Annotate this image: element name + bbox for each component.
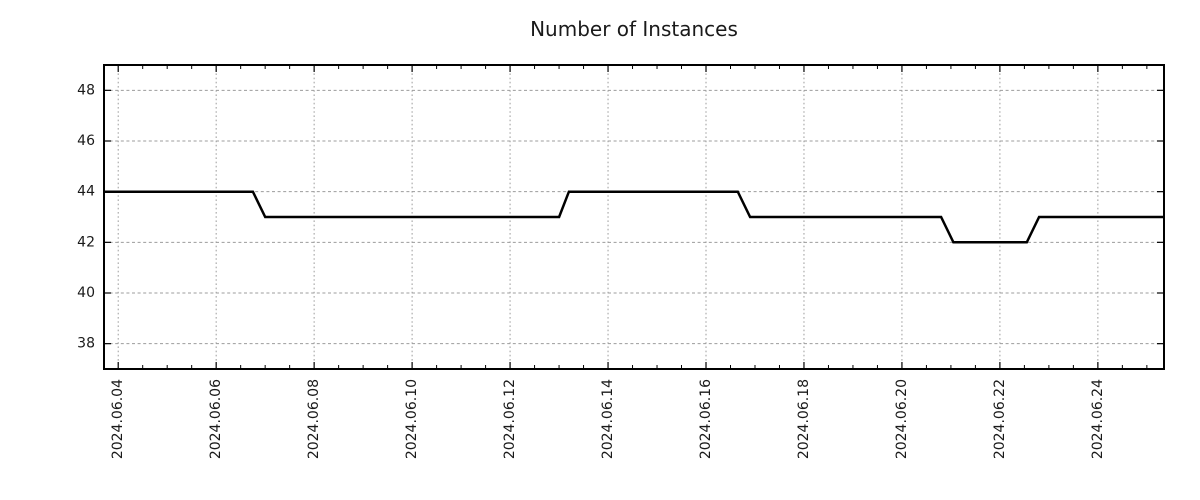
- series-layer: [104, 190, 1164, 244]
- x-tick-labels: 2024.06.04 2024.06.06 2024.06.08 2024.06.10…: [110, 379, 1106, 459]
- x-tick-label: 2024.06.24: [1090, 379, 1106, 459]
- plot-border: [103, 64, 1165, 370]
- x-tick-label: 2024.06.10: [404, 379, 420, 459]
- x-tick-label: 2024.06.18: [796, 379, 812, 459]
- y-tick-label: 40: [77, 285, 95, 301]
- x-tick-label: 2024.06.04: [110, 379, 126, 459]
- x-tick-label: 2024.06.06: [208, 379, 224, 459]
- x-tick-label: 2024.06.22: [992, 379, 1008, 459]
- x-tick-label: 2024.06.16: [698, 379, 714, 459]
- y-tick-label: 46: [77, 133, 95, 149]
- x-tick-label: 2024.06.08: [306, 379, 322, 459]
- x-tick-label: 2024.06.20: [894, 379, 910, 459]
- y-tick-label: 38: [77, 336, 95, 352]
- y-tick-labels: 38 40 42 44 46 48: [77, 82, 95, 351]
- grid-layer: [104, 65, 1164, 369]
- y-tick-label: 42: [77, 234, 95, 250]
- chart-title: Number of Instances: [530, 17, 738, 41]
- y-tick-label: 48: [77, 82, 95, 98]
- x-tick-label: 2024.06.12: [502, 379, 518, 459]
- tick-layer: [104, 65, 1164, 369]
- series-line-instances: [104, 190, 1164, 244]
- y-tick-label: 44: [77, 184, 95, 200]
- x-tick-label: 2024.06.14: [600, 379, 616, 459]
